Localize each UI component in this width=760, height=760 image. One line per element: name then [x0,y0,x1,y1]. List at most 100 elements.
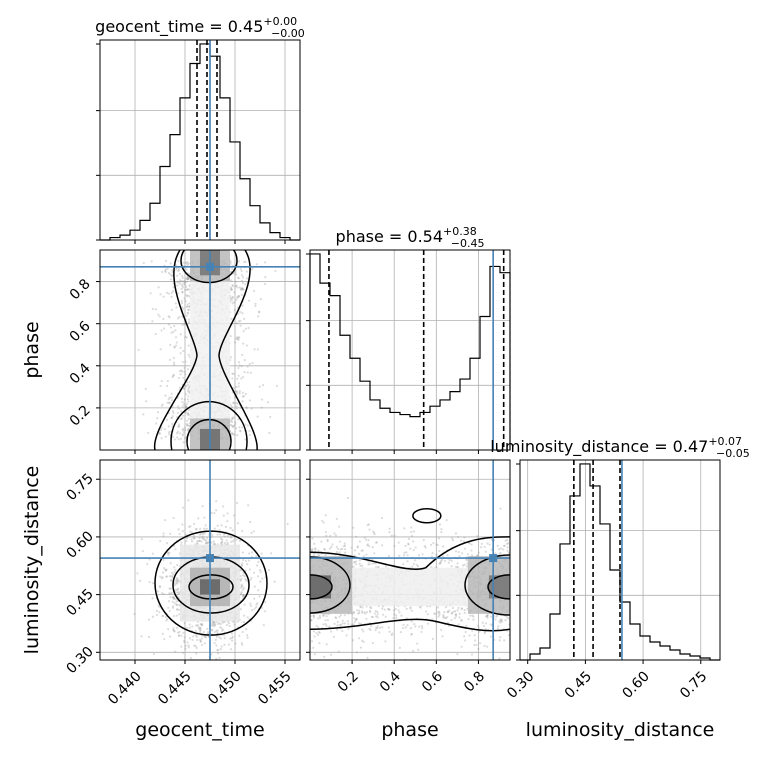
sample-point [484,615,488,618]
axes-frame [99,39,301,241]
sample-point [235,407,238,410]
sample-point [228,624,231,628]
sample-point [223,637,226,640]
sample-point [366,656,369,660]
sample-point [183,322,186,326]
sample-point [185,626,189,629]
sample-point [241,353,244,356]
sample-point [242,276,245,279]
sample-point [237,338,240,341]
sample-point [387,554,391,558]
sample-point [481,621,484,624]
sample-point [310,619,313,622]
sample-point [499,551,502,554]
sample-point [169,326,172,329]
sample-point [489,615,492,618]
sample-point [311,549,314,552]
sample-point [383,608,386,611]
sample-point [177,407,181,410]
sample-point [223,634,226,637]
y-tick-label-phase: 0.8 [67,276,94,303]
sample-point [488,543,491,546]
sample-point [174,329,177,332]
sample-point [209,669,211,671]
sample-point [210,624,214,627]
sample-point [219,637,222,640]
sample-point [231,268,234,271]
sample-point [463,609,466,612]
sample-point [240,287,243,290]
sample-point [451,537,454,540]
sample-point [373,552,376,555]
sample-point [223,535,226,538]
sample-point [458,616,461,619]
sample-point [201,536,204,539]
sample-point [170,416,173,419]
sample-point [164,394,167,397]
sample-point [240,563,243,567]
sample-point [230,287,233,290]
sample-point [155,422,158,425]
sample-point [438,549,441,553]
sample-point [338,623,341,627]
sample-point [507,551,510,554]
sample-point [419,606,422,609]
sample-point [237,260,241,263]
sample-point [177,580,180,583]
sample-point [241,395,244,398]
sample-point [187,383,190,386]
sample-point [213,527,216,530]
sample-point [192,534,196,538]
sample-point [450,611,453,615]
sample-point [362,555,365,558]
sample-point [367,563,370,566]
x-tick-label-phase: 0.4 [377,668,404,695]
sample-point [162,295,165,298]
contour-line [310,536,510,570]
sample-point [192,522,196,525]
sample-point [439,560,442,563]
sample-point [387,626,390,629]
sample-point [498,552,501,555]
sample-point [269,415,272,418]
y-tick-label-luminosity_distance: 0.75 [64,471,97,504]
sample-point [371,641,374,645]
sample-point [406,554,409,557]
sample-point [226,520,229,523]
sample-point [159,539,162,543]
sample-point [353,617,356,620]
sample-point [176,591,179,594]
sample-point [171,415,174,418]
sample-point [168,358,172,361]
sample-point [343,548,347,551]
sample-point [185,277,188,280]
sample-point [409,626,413,630]
sample-point [352,611,355,614]
sample-point [235,337,238,340]
sample-point [236,391,239,395]
sample-point [388,531,391,534]
sample-point [310,640,314,643]
sample-point [242,342,245,345]
sample-point [240,641,243,645]
sample-point [182,280,185,283]
sample-point [181,307,185,311]
sample-point [167,398,170,401]
sample-point [241,585,244,588]
sample-point [177,268,180,272]
sample-point [246,371,249,374]
sample-point [178,613,181,616]
sample-point [350,623,354,626]
sample-point [181,284,184,287]
sample-point [457,535,460,539]
sample-point [243,575,246,578]
x-tick-label-geocent_time: 0.445 [155,668,195,708]
sample-point [460,619,463,622]
sample-point [170,575,174,578]
sample-point [486,542,489,545]
sample-point [256,415,259,418]
sample-point [175,603,178,606]
sample-point [355,535,358,538]
sample-point [438,613,441,617]
